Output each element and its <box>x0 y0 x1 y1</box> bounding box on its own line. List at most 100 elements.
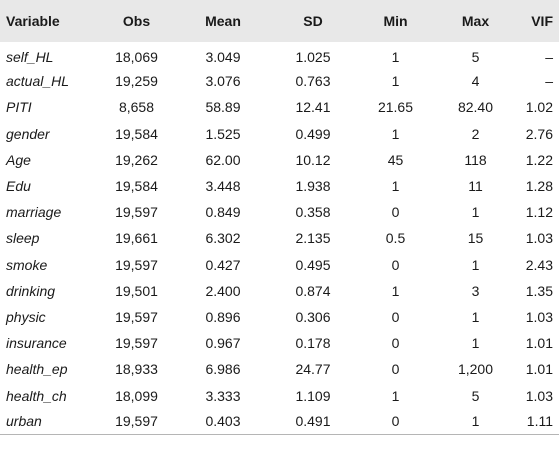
cell-obs: 19,661 <box>115 230 158 247</box>
cell-obs: 8,658 <box>118 99 155 116</box>
cell-min: 0 <box>391 256 400 273</box>
cell-min: 0 <box>391 413 400 430</box>
cell-max: 5 <box>471 49 480 66</box>
table-row: urban 19,597 0.403 0.491 0 1 1.11 <box>0 409 559 435</box>
header-sd: SD <box>303 13 323 29</box>
header-vif: VIF <box>531 13 553 29</box>
cell-vif: 1.28 <box>525 178 553 195</box>
cell-sd: 0.491 <box>295 413 331 430</box>
table-row: drinking 19,501 2.400 0.874 1 3 1.35 <box>0 278 559 304</box>
cell-sd: 0.495 <box>295 256 331 273</box>
cell-min: 0 <box>391 204 400 221</box>
cell-obs: 19,584 <box>115 178 158 195</box>
table-row: Age 19,262 62.00 10.12 45 118 1.22 <box>0 147 559 173</box>
cell-mean: 3.049 <box>205 49 241 66</box>
cell-mean: 3.333 <box>205 387 241 404</box>
cell-max: 1 <box>471 308 480 325</box>
cell-min: 21.65 <box>377 99 414 116</box>
cell-sd: 12.41 <box>295 99 331 116</box>
cell-variable: urban <box>6 413 42 430</box>
cell-max: 2 <box>471 125 480 142</box>
cell-obs: 19,584 <box>115 125 158 142</box>
cell-max: 82.40 <box>457 99 494 116</box>
cell-vif: 2.76 <box>525 125 553 142</box>
cell-max: 1,200 <box>457 361 494 378</box>
cell-min: 1 <box>391 282 400 299</box>
cell-mean: 0.849 <box>205 204 241 221</box>
cell-vif: 1.11 <box>526 413 553 430</box>
cell-obs: 19,597 <box>115 204 158 221</box>
cell-obs: 19,597 <box>115 308 158 325</box>
cell-obs: 18,069 <box>115 49 158 66</box>
cell-variable: gender <box>6 125 50 142</box>
cell-vif: 1.03 <box>525 230 553 247</box>
header-row: Variable Obs Mean SD Min Max VIF <box>0 0 559 42</box>
cell-vif: 2.43 <box>525 256 553 273</box>
cell-sd: 0.763 <box>295 73 331 90</box>
cell-vif: 1.01 <box>525 361 553 378</box>
cell-min: 0 <box>391 308 400 325</box>
cell-mean: 0.403 <box>205 413 241 430</box>
cell-variable: smoke <box>6 256 48 273</box>
header-max: Max <box>461 13 490 29</box>
header-obs: Obs <box>122 13 151 29</box>
table-row: self_HL 18,069 3.049 1.025 1 5 – <box>0 42 559 68</box>
cell-mean: 6.302 <box>205 230 241 247</box>
cell-mean: 1.525 <box>205 125 241 142</box>
cell-max: 5 <box>471 387 480 404</box>
table-row: insurance 19,597 0.967 0.178 0 1 1.01 <box>0 330 559 356</box>
cell-max: 1 <box>471 204 480 221</box>
cell-obs: 19,597 <box>115 335 158 352</box>
cell-max: 15 <box>467 230 484 247</box>
cell-vif: – <box>545 49 553 66</box>
header-variable: Variable <box>6 13 60 29</box>
cell-variable: insurance <box>6 335 67 352</box>
cell-sd: 0.874 <box>295 282 331 299</box>
cell-max: 1 <box>471 413 480 430</box>
table-body: self_HL 18,069 3.049 1.025 1 5– actual_HL 19,25… <box>0 42 559 435</box>
table-row: sleep 19,661 6.302 2.135 0.5 15 1.03 <box>0 225 559 251</box>
cell-variable: self_HL <box>6 49 54 66</box>
cell-obs: 19,262 <box>115 151 158 168</box>
cell-mean: 3.076 <box>205 73 241 90</box>
cell-variable: PITI <box>6 99 32 116</box>
cell-min: 45 <box>387 151 404 168</box>
cell-variable: health_ch <box>6 387 67 404</box>
cell-vif: 1.03 <box>525 387 553 404</box>
cell-variable: Age <box>6 151 31 168</box>
header-min: Min <box>383 13 408 29</box>
cell-mean: 0.896 <box>205 308 241 325</box>
cell-max: 1 <box>471 256 480 273</box>
cell-sd: 1.109 <box>295 387 331 404</box>
cell-obs: 19,597 <box>115 413 158 430</box>
cell-sd: 1.938 <box>295 178 331 195</box>
cell-vif: 1.35 <box>525 282 553 299</box>
cell-min: 1 <box>391 387 400 404</box>
cell-variable: marriage <box>6 204 62 221</box>
cell-sd: 0.306 <box>295 308 331 325</box>
cell-vif: – <box>545 73 553 90</box>
cell-vif: 1.12 <box>525 204 553 221</box>
cell-sd: 0.178 <box>295 335 331 352</box>
cell-vif: 1.22 <box>525 151 553 168</box>
cell-sd: 2.135 <box>295 230 331 247</box>
table-row: smoke 19,597 0.427 0.495 0 1 2.43 <box>0 252 559 278</box>
cell-min: 1 <box>391 73 400 90</box>
cell-mean: 0.967 <box>205 335 241 352</box>
cell-variable: sleep <box>6 230 40 247</box>
cell-obs: 19,501 <box>115 282 158 299</box>
table-row: marriage 19,597 0.849 0.358 0 1 1.12 <box>0 199 559 225</box>
cell-vif: 1.03 <box>525 308 553 325</box>
table-header: Variable Obs Mean SD Min Max VIF <box>0 0 559 42</box>
cell-max: 1 <box>471 335 480 352</box>
cell-max: 11 <box>468 178 483 195</box>
cell-sd: 1.025 <box>295 49 331 66</box>
cell-obs: 19,259 <box>115 73 158 90</box>
cell-min: 1 <box>391 178 400 195</box>
cell-min: 1 <box>391 49 400 66</box>
cell-obs: 19,597 <box>115 256 158 273</box>
cell-variable: physic <box>6 308 46 325</box>
table-row: physic 19,597 0.896 0.306 0 1 1.03 <box>0 304 559 330</box>
table-row: actual_HL 19,259 3.076 0.763 1 4 – <box>0 68 559 94</box>
cell-mean: 0.427 <box>205 256 241 273</box>
